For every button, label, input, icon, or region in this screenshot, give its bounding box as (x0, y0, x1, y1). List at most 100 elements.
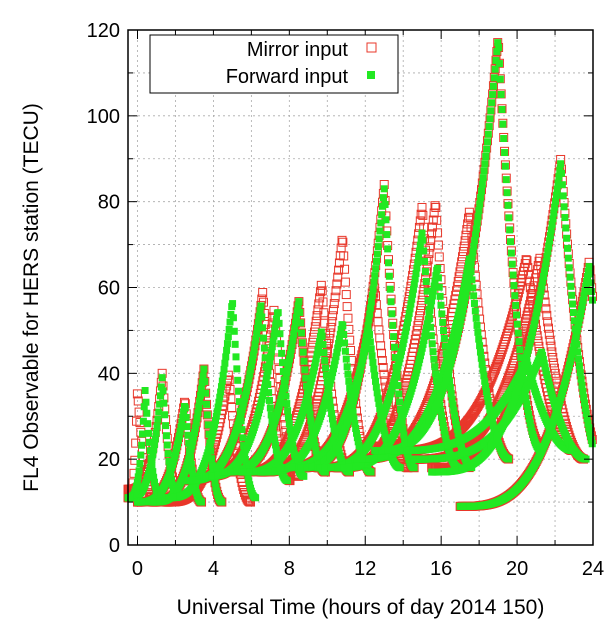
forward-marker (261, 384, 269, 392)
forward-marker (212, 412, 220, 420)
mirror-marker (333, 272, 343, 282)
forward-marker (150, 446, 158, 454)
forward-marker (177, 423, 185, 431)
mirror-marker (226, 394, 236, 404)
forward-marker (164, 450, 172, 458)
forward-marker (403, 323, 411, 331)
forward-marker (261, 380, 269, 388)
forward-marker (419, 340, 427, 348)
forward-marker (230, 327, 238, 335)
forward-marker (300, 357, 308, 365)
forward-marker (482, 388, 490, 396)
mirror-marker (296, 328, 306, 338)
forward-marker (168, 481, 176, 489)
forward-marker (394, 362, 402, 370)
forward-marker (498, 105, 506, 113)
mirror-marker (495, 352, 505, 362)
forward-marker (431, 363, 439, 371)
forward-marker (313, 351, 321, 359)
forward-marker (351, 420, 359, 428)
mirror-marker (501, 331, 511, 341)
forward-marker (198, 498, 206, 506)
mirror-marker (502, 329, 512, 339)
mirror-marker (258, 288, 268, 298)
forward-marker (384, 245, 392, 253)
forward-marker (486, 406, 494, 414)
forward-marker (162, 422, 170, 430)
forward-marker (302, 374, 310, 382)
mirror-marker (547, 347, 557, 357)
forward-marker (296, 308, 304, 316)
forward-marker (285, 360, 293, 368)
forward-marker (217, 388, 225, 396)
forward-marker (482, 152, 490, 160)
forward-marker (477, 354, 485, 362)
forward-marker (365, 316, 373, 324)
forward-marker (262, 376, 270, 384)
forward-marker (367, 298, 375, 306)
mirror-marker (433, 228, 443, 238)
forward-marker (429, 348, 437, 356)
mirror-marker (416, 301, 426, 311)
forward-marker (244, 472, 252, 480)
forward-marker (273, 315, 281, 323)
mirror-marker (425, 242, 435, 252)
forward-marker (161, 411, 169, 419)
forward-marker (439, 422, 447, 430)
forward-marker (469, 248, 477, 256)
forward-marker (480, 167, 488, 175)
forward-marker (222, 353, 230, 361)
forward-marker (415, 253, 423, 261)
mirror-marker (202, 410, 212, 420)
mirror-marker (464, 207, 474, 217)
forward-marker (409, 285, 417, 293)
forward-marker (473, 219, 481, 227)
forward-marker (361, 343, 369, 351)
mirror-marker (325, 328, 335, 338)
forward-marker (385, 272, 393, 280)
forward-marker (311, 443, 319, 451)
forward-marker (477, 194, 485, 202)
forward-marker (461, 294, 469, 302)
forward-marker (176, 428, 184, 436)
forward-marker (452, 322, 460, 330)
forward-marker (394, 382, 402, 390)
forward-marker (258, 313, 266, 321)
forward-marker (280, 381, 288, 389)
forward-marker (199, 372, 207, 380)
forward-marker (356, 366, 364, 374)
forward-marker (437, 407, 445, 415)
forward-marker (454, 331, 462, 339)
forward-marker (515, 338, 523, 346)
forward-marker (454, 311, 462, 319)
forward-marker (235, 398, 243, 406)
forward-marker (261, 354, 269, 362)
forward-marker (472, 314, 480, 322)
forward-marker (383, 231, 391, 239)
mirror-marker (378, 363, 388, 373)
forward-marker (150, 441, 158, 449)
forward-marker (232, 353, 240, 361)
forward-marker (291, 319, 299, 327)
mirror-marker (373, 317, 383, 327)
forward-marker (233, 365, 241, 373)
forward-marker (238, 426, 246, 434)
forward-marker (452, 421, 460, 429)
forward-marker (366, 310, 374, 318)
forward-marker (407, 300, 415, 308)
forward-marker (396, 405, 404, 413)
mirror-marker (244, 496, 254, 506)
mirror-marker (315, 287, 325, 297)
mirror-marker (413, 321, 423, 331)
mirror-marker (335, 251, 345, 261)
mirror-marker (311, 316, 321, 326)
forward-marker (245, 374, 253, 382)
forward-marker (139, 430, 147, 438)
forward-marker (141, 387, 149, 394)
forward-marker (505, 214, 513, 222)
forward-marker (361, 338, 369, 346)
forward-marker (460, 303, 468, 311)
forward-marker (395, 358, 403, 366)
forward-marker (306, 411, 314, 419)
